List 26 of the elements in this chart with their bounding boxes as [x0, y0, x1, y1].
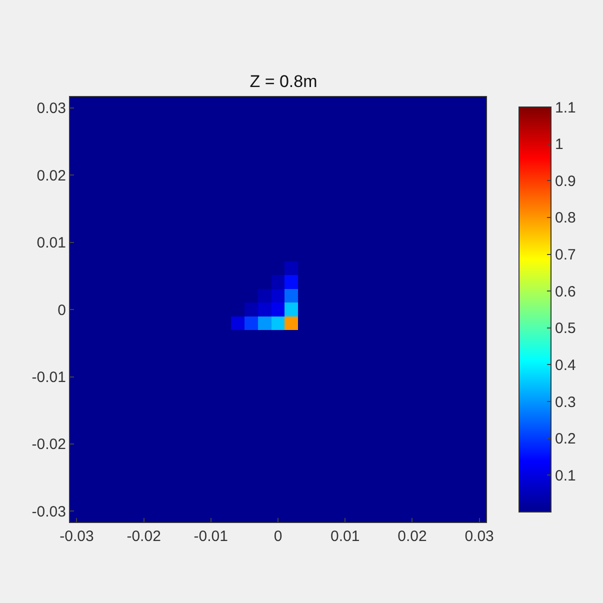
color-bar-label: 0.6 [555, 283, 576, 300]
color-bar-label: 0.1 [555, 467, 576, 484]
color-bar-label: 0.2 [555, 430, 576, 448]
x-tick-label: 0.02 [398, 528, 427, 545]
color-bar-label: 1.1 [555, 99, 576, 116]
x-tick-label: 0.03 [464, 528, 494, 545]
y-tick-label: -0.02 [32, 436, 66, 454]
y-tick-label: -0.03 [32, 503, 66, 520]
chart-title: Z = 0.8m [250, 72, 318, 91]
color-bar-label: 0.5 [555, 320, 576, 338]
x-tick-label: 0.01 [330, 528, 360, 545]
color-bar-label: 1 [555, 136, 564, 154]
x-tick-label: 0 [274, 528, 282, 545]
color-bar-label: 0.4 [555, 356, 576, 374]
color-bar-label: 0.9 [555, 172, 576, 190]
x-tick-label: -0.01 [194, 528, 228, 545]
y-tick-label: -0.01 [32, 369, 66, 386]
y-tick-label: 0 [58, 302, 66, 319]
y-tick-label: 0.01 [36, 234, 66, 252]
y-tick-label: 0.02 [36, 167, 66, 184]
color-bar-label: 0.8 [555, 210, 576, 227]
color-bar-label: 0.7 [555, 246, 576, 264]
color-bar-label: 0.3 [555, 394, 576, 411]
y-tick-label: 0.03 [36, 100, 66, 118]
x-tick-label: -0.02 [126, 528, 161, 545]
x-tick-label: -0.03 [60, 528, 94, 545]
